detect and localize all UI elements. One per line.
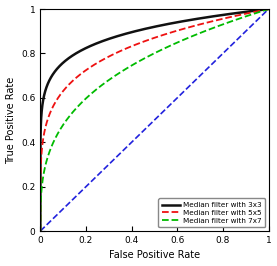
Median filter with 5x5 xyxy=(136,42,139,45)
Median filter with 3x3 xyxy=(222,13,225,16)
Median filter with 3x3 xyxy=(39,230,42,233)
Median filter with 3x3 xyxy=(267,7,270,11)
Median filter with 3x3 xyxy=(86,45,89,49)
Median filter with 5x5 xyxy=(39,230,42,233)
X-axis label: False Positive Rate: False Positive Rate xyxy=(109,251,200,260)
Y-axis label: True Positive Rate: True Positive Rate xyxy=(6,76,16,164)
Median filter with 7x7 xyxy=(136,61,139,64)
Median filter with 5x5 xyxy=(181,27,185,31)
Median filter with 3x3 xyxy=(40,105,44,108)
Legend: Median filter with 3x3, Median filter with 5x5, Median filter with 7x7: Median filter with 3x3, Median filter wi… xyxy=(158,198,265,227)
Median filter with 3x3 xyxy=(232,12,235,15)
Median filter with 5x5 xyxy=(86,67,89,70)
Median filter with 5x5 xyxy=(222,17,225,20)
Median filter with 7x7 xyxy=(222,23,225,26)
Median filter with 7x7 xyxy=(267,7,270,11)
Median filter with 5x5 xyxy=(267,7,270,11)
Line: Median filter with 5x5: Median filter with 5x5 xyxy=(40,9,269,231)
Median filter with 3x3 xyxy=(181,20,185,23)
Median filter with 5x5 xyxy=(232,15,235,18)
Median filter with 7x7 xyxy=(40,182,44,185)
Line: Median filter with 7x7: Median filter with 7x7 xyxy=(40,9,269,231)
Median filter with 7x7 xyxy=(39,230,42,233)
Median filter with 5x5 xyxy=(40,144,44,148)
Median filter with 7x7 xyxy=(181,39,185,42)
Line: Median filter with 3x3: Median filter with 3x3 xyxy=(40,9,269,231)
Median filter with 7x7 xyxy=(232,19,235,22)
Median filter with 7x7 xyxy=(86,95,89,98)
Median filter with 3x3 xyxy=(136,29,139,32)
